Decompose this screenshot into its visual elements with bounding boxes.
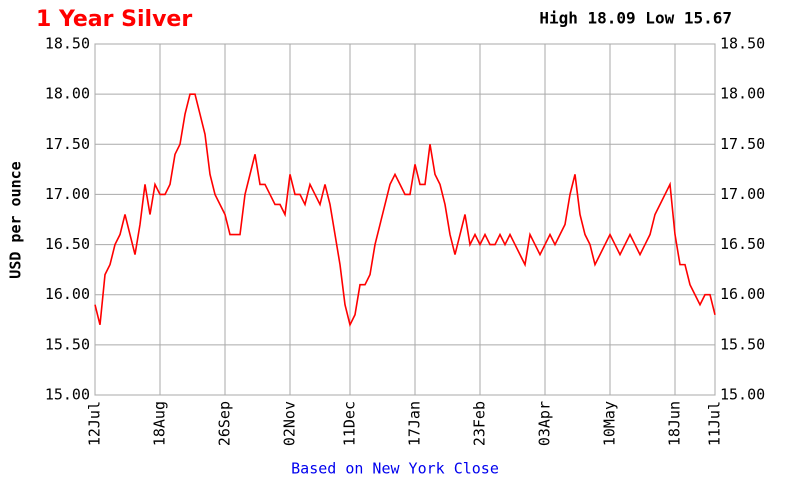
- x-tick-label: 18Aug: [151, 401, 169, 446]
- y-tick-label: 15.00: [45, 386, 90, 404]
- chart-title: 1 Year Silver: [36, 7, 192, 32]
- y-tick-label-right: 15.00: [720, 386, 765, 404]
- y-tick-label-right: 16.50: [720, 235, 765, 253]
- y-tick-label-right: 18.00: [720, 85, 765, 103]
- y-tick-label: 16.50: [45, 235, 90, 253]
- x-tick-label: 26Sep: [216, 401, 234, 446]
- footer-link[interactable]: Based on New York Close: [291, 460, 499, 478]
- x-tick-label: 03Apr: [536, 401, 554, 446]
- y-tick-label: 18.00: [45, 85, 90, 103]
- y-tick-label: 17.00: [45, 185, 90, 203]
- y-tick-label-right: 18.50: [720, 35, 765, 53]
- y-tick-label-right: 17.00: [720, 185, 765, 203]
- y-tick-label: 18.50: [45, 35, 90, 53]
- x-tick-label: 10May: [601, 401, 619, 446]
- y-axis-label: USD per ounce: [7, 161, 25, 278]
- y-tick-label: 15.50: [45, 335, 90, 353]
- x-tick-label: 18Jun: [666, 401, 684, 446]
- y-tick-label-right: 17.50: [720, 135, 765, 153]
- x-tick-label: 17Jan: [406, 401, 424, 446]
- x-tick-label: 12Jul: [86, 401, 104, 446]
- price-line: [94, 93, 716, 328]
- x-tick-label: 02Nov: [281, 401, 299, 446]
- y-tick-label: 16.00: [45, 285, 90, 303]
- chart-subtitle: High 18.09 Low 15.67: [539, 9, 732, 28]
- x-tick-label: 11Jul: [706, 401, 724, 446]
- y-tick-label: 17.50: [45, 135, 90, 153]
- y-tick-label-right: 15.50: [720, 335, 765, 353]
- y-tick-label-right: 16.00: [720, 285, 765, 303]
- x-tick-label: 23Feb: [471, 401, 489, 446]
- plot-area: [94, 43, 716, 396]
- x-tick-label: 11Dec: [341, 401, 359, 446]
